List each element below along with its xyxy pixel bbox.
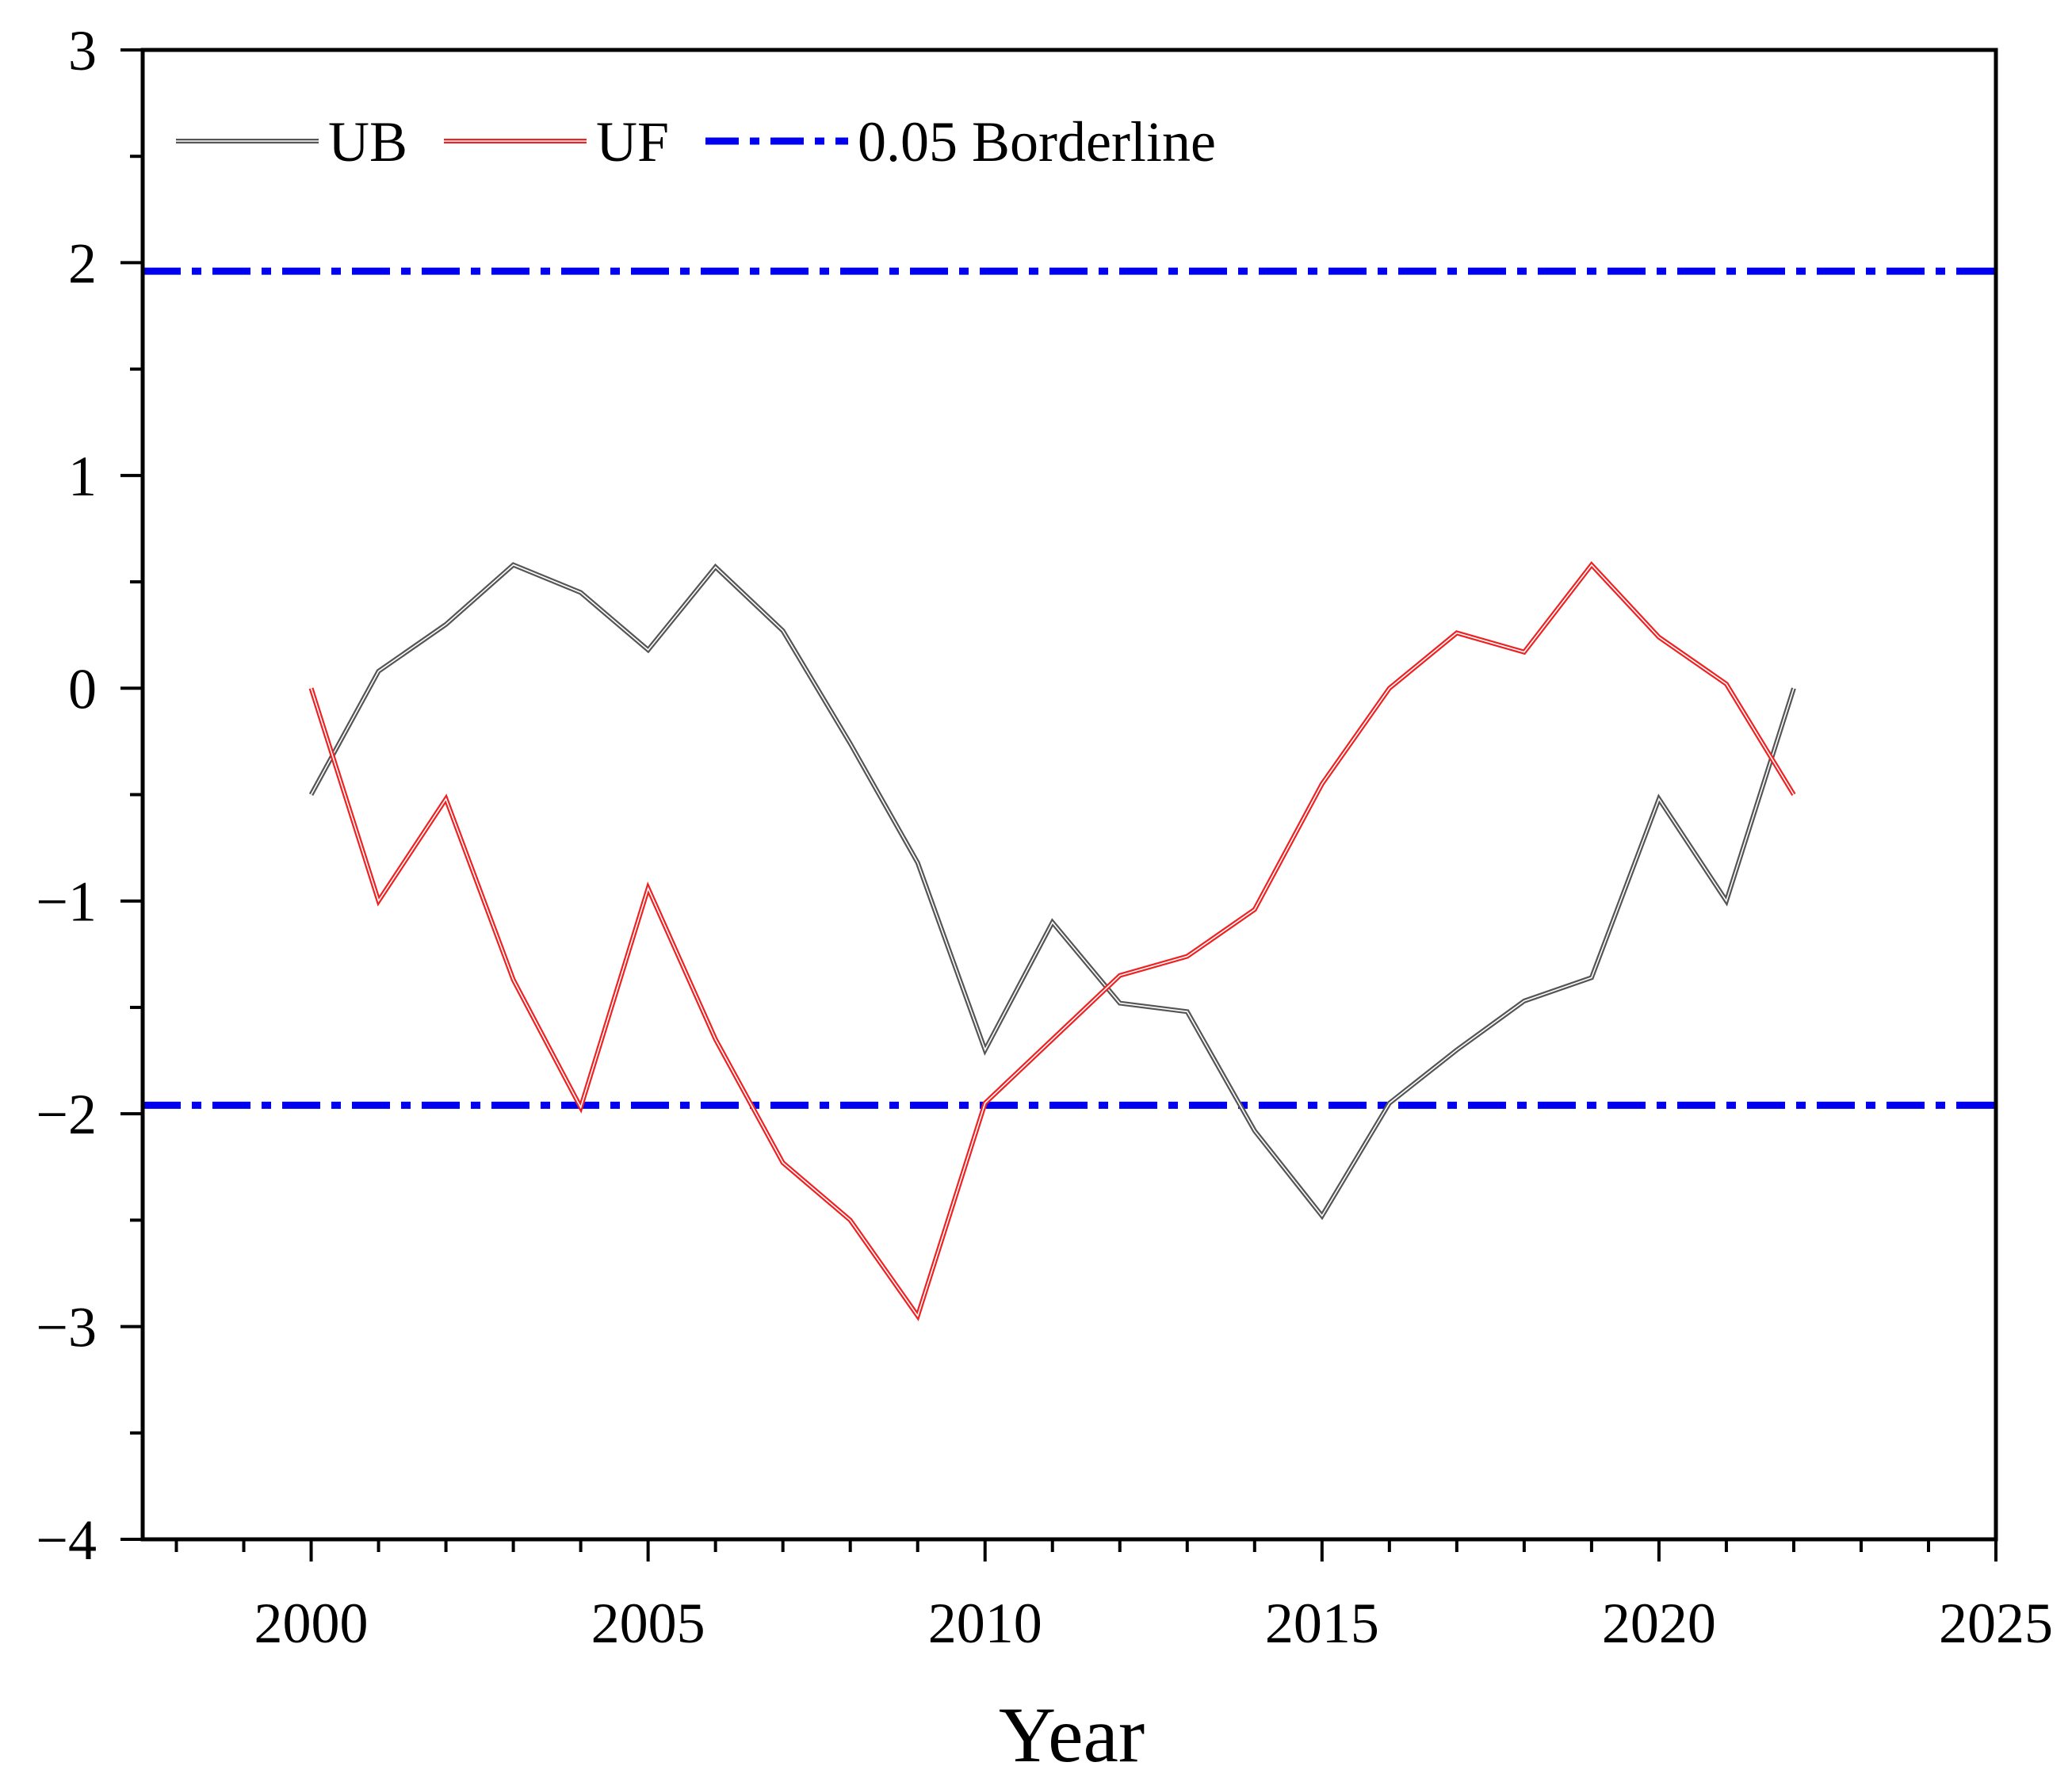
legend-item: UF xyxy=(444,110,669,174)
legend-item: UB xyxy=(176,110,407,174)
legend-label: UB xyxy=(328,110,407,174)
y-tick-label: −3 xyxy=(36,1296,97,1359)
legend-label: UF xyxy=(596,110,669,174)
series-line-inner xyxy=(310,564,1795,1218)
x-axis: 2000 2005 2010 2015 2020 2025 xyxy=(174,1539,2053,1655)
legend-label: 0.05 Borderline xyxy=(858,110,1216,174)
y-tick-label: 0 xyxy=(68,657,97,721)
y-tick-label: −4 xyxy=(36,1508,97,1572)
y-tick-label: −1 xyxy=(36,870,97,934)
x-tick-label: 2025 xyxy=(1939,1592,2053,1655)
y-tick-label: 3 xyxy=(68,19,97,82)
x-tick-label: 2010 xyxy=(928,1592,1042,1655)
x-axis-title: Year xyxy=(999,1691,1145,1779)
legend: UB UF 0.05 Borderline xyxy=(176,110,1216,174)
series-line-inner xyxy=(310,564,1795,1317)
series-uf xyxy=(308,560,1796,1321)
series-ub xyxy=(308,562,1796,1221)
reference-lines xyxy=(143,267,1996,1109)
x-tick-label: 2015 xyxy=(1265,1592,1379,1655)
y-tick-label: 2 xyxy=(68,231,97,295)
legend-item: 0.05 Borderline xyxy=(705,110,1216,174)
x-tick-label: 2005 xyxy=(591,1592,705,1655)
y-axis: −4 −3 −2 −1 0 1 2 3 xyxy=(36,19,143,1572)
x-tick-label: 2000 xyxy=(254,1592,369,1655)
series-line-outer xyxy=(308,562,1796,1221)
series-line-outer xyxy=(308,560,1796,1321)
y-tick-label: 1 xyxy=(68,445,97,508)
series-layer xyxy=(308,560,1796,1321)
y-tick-label: −2 xyxy=(36,1083,97,1146)
x-tick-label: 2020 xyxy=(1602,1592,1716,1655)
